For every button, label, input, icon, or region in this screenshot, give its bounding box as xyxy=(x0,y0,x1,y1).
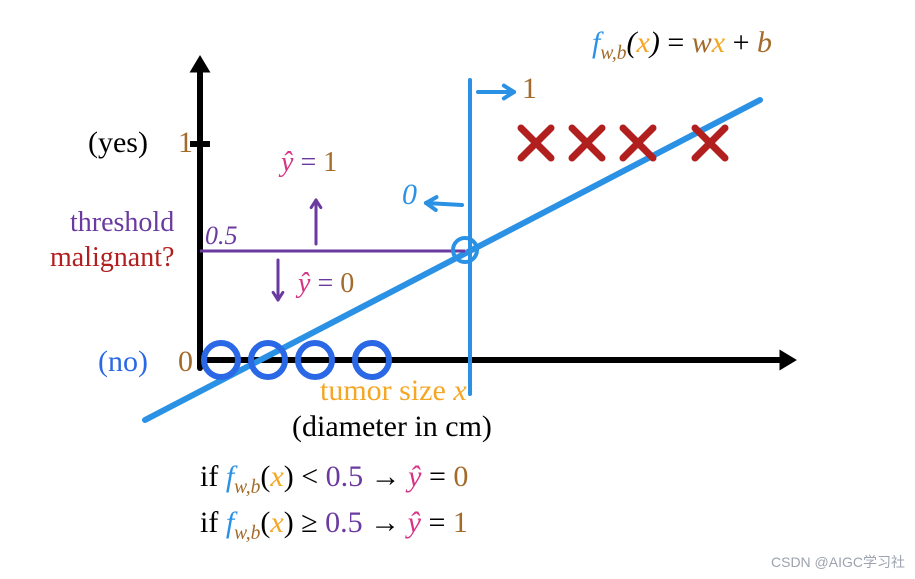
equation-label: fw,b(x) = wx + b xyxy=(592,26,772,65)
label-big-zero: 0 xyxy=(402,178,417,212)
label-malignant: malignant? xyxy=(50,242,174,274)
label-to-one: 1 xyxy=(522,72,537,106)
label-tumor-size: tumor size x xyxy=(320,374,467,408)
label-no: (no) xyxy=(98,345,148,379)
condition-1: if fw,b(x) < 0.5 → ŷ = 0 xyxy=(200,460,468,499)
label-yhat-0: ŷ = 0 xyxy=(298,268,354,300)
label-no-zero: 0 xyxy=(178,345,193,379)
label-threshold: threshold xyxy=(70,207,174,239)
diagram-root: fw,b(x) = wx + b (yes) 1 (no) 0 threshol… xyxy=(0,0,915,579)
label-yhat-1: ŷ = 1 xyxy=(281,147,337,179)
watermark: CSDN @AIGC学习社 xyxy=(771,552,905,572)
condition-2: if fw,b(x) ≥ 0.5 → ŷ = 1 xyxy=(200,506,468,545)
label-0-5: 0.5 xyxy=(205,221,238,251)
label-yes-one: 1 xyxy=(178,126,193,160)
label-yes: (yes) xyxy=(88,126,148,160)
label-diameter: (diameter in cm) xyxy=(292,410,492,444)
